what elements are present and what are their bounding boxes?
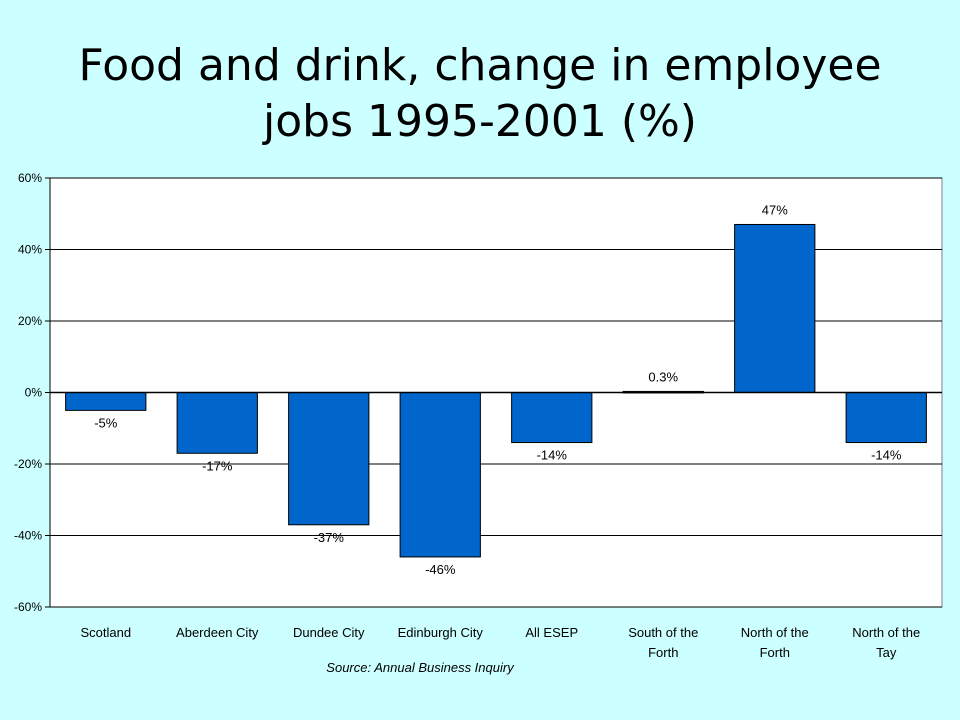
bar <box>511 392 593 444</box>
data-label: -46% <box>425 562 456 577</box>
y-tick-label: 60% <box>18 171 42 185</box>
bar <box>845 392 927 444</box>
source-note: Source: Annual Business Inquiry <box>326 660 514 675</box>
data-label: -17% <box>202 458 233 473</box>
bar <box>176 392 258 454</box>
x-category-label: Tay <box>876 645 897 660</box>
y-tick-label: 40% <box>18 243 42 257</box>
y-tick-label: 0% <box>25 386 43 400</box>
x-category-label: Aberdeen City <box>176 625 259 640</box>
x-category-label: North of the <box>852 625 920 640</box>
chart-title-line2: jobs 1995-2001 (%) <box>263 96 697 147</box>
data-label: 0.3% <box>648 369 678 384</box>
bar-chart: 60% 40% 20% 0% -20% -40% -60% -5% Scotland -17% Ab… <box>14 171 943 660</box>
bar <box>65 392 147 411</box>
data-label: -37% <box>314 530 345 545</box>
bar <box>399 392 481 558</box>
x-category-label: All ESEP <box>525 625 578 640</box>
bar <box>734 223 816 393</box>
bar <box>288 392 370 526</box>
y-tick-label: -20% <box>14 457 42 471</box>
y-tick-label: -40% <box>14 529 42 543</box>
x-category-label: Forth <box>648 645 678 660</box>
y-tick-label: -60% <box>14 600 42 614</box>
x-category-label: North of the <box>741 625 809 640</box>
x-category-label: Dundee City <box>293 625 365 640</box>
data-label: -14% <box>871 448 902 463</box>
data-label: 47% <box>762 202 788 217</box>
data-label: -5% <box>94 415 118 430</box>
y-tick-label: 20% <box>18 314 42 328</box>
x-category-label: Edinburgh City <box>398 625 484 640</box>
chart-title: Food and drink, change in employee jobs … <box>0 38 960 150</box>
chart-title-line1: Food and drink, change in employee <box>78 40 882 91</box>
x-category-label: Scotland <box>80 625 131 640</box>
x-category-label: South of the <box>628 625 698 640</box>
data-label: -14% <box>537 448 568 463</box>
x-category-label: Forth <box>760 645 790 660</box>
